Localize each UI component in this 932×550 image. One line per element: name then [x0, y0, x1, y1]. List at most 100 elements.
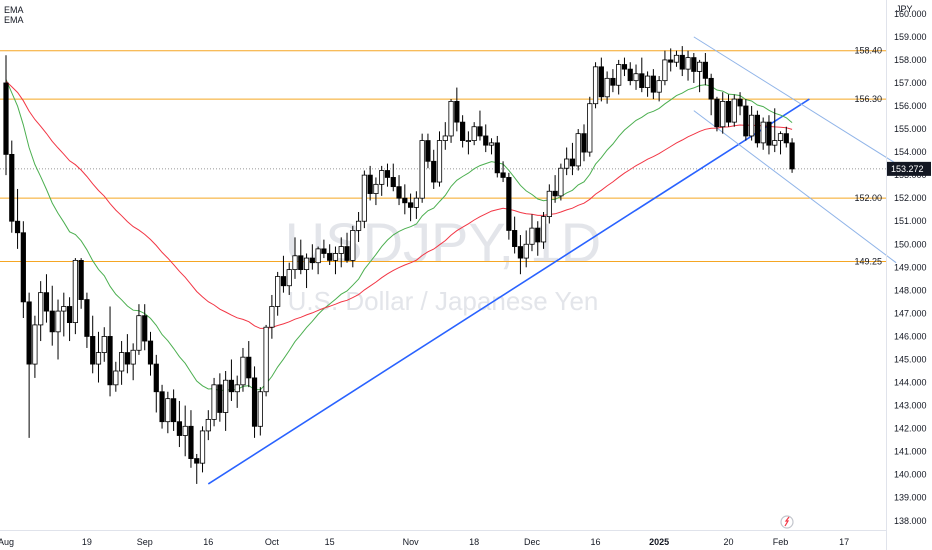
candle-body: [199, 430, 206, 464]
candle-body: [656, 80, 662, 93]
x-tick-label: 16: [203, 537, 213, 547]
drawings[interactable]: [207, 36, 897, 485]
candle-body: [147, 340, 154, 365]
candle: [546, 184, 552, 224]
candle: [136, 304, 142, 355]
candle-body: [396, 186, 402, 199]
candle-body: [119, 352, 125, 372]
candle-body: [211, 384, 217, 420]
y-tick-label: 145.000: [894, 354, 927, 364]
candle-body: [113, 370, 119, 386]
candle-body: [153, 363, 159, 393]
replay-icon[interactable]: [780, 515, 794, 529]
candle-body: [176, 421, 182, 436]
candle: [673, 50, 680, 67]
candle-body: [546, 190, 552, 218]
x-tick-label: 17: [839, 537, 849, 547]
candle: [72, 258, 78, 335]
candle: [552, 175, 558, 203]
candle-body: [95, 352, 102, 365]
candle: [656, 76, 662, 102]
candle: [275, 271, 281, 316]
candle: [633, 64, 639, 90]
candle-body: [327, 253, 333, 261]
candle: [223, 371, 229, 431]
candle-body: [737, 98, 743, 107]
horizontal-level-label: 152.00: [854, 193, 882, 203]
candle: [211, 377, 217, 427]
candle: [205, 410, 211, 441]
candle-body: [448, 100, 454, 137]
y-tick-label: 159.000: [894, 32, 927, 42]
candle-body: [303, 257, 310, 271]
time-axis[interactable]: Aug 19 Sep 16 Oct 15 Nov 18 Dec 16 2025 20 Feb 17: [0, 530, 886, 548]
candle-body: [708, 77, 714, 100]
candle-body: [644, 75, 651, 88]
x-tick-label: Sep: [137, 537, 153, 547]
y-tick-label: 155.000: [894, 124, 927, 134]
candle-body: [355, 220, 362, 231]
candle-body: [425, 140, 431, 162]
candle: [55, 299, 61, 360]
x-tick-label: Oct: [265, 537, 280, 547]
candle-body: [136, 315, 142, 351]
candle: [477, 110, 483, 141]
candle: [107, 306, 113, 397]
y-tick-label: 141.000: [894, 447, 927, 457]
candle-body: [275, 276, 281, 307]
candle-body: [269, 306, 275, 328]
candle: [454, 87, 460, 132]
x-tick-label: Dec: [524, 537, 541, 547]
x-tick-label: Aug: [0, 537, 14, 547]
candle-body: [379, 170, 385, 185]
candle-body: [390, 177, 396, 188]
candle-body: [754, 114, 761, 144]
candle: [147, 331, 154, 376]
candle-body: [402, 197, 408, 204]
candle-body: [749, 114, 755, 137]
legend-ema-fast[interactable]: EMA: [4, 5, 24, 15]
candle: [142, 304, 148, 351]
candle-body: [344, 246, 350, 261]
candle-body: [188, 425, 194, 459]
y-tick-label: 148.000: [894, 285, 927, 295]
candle: [165, 391, 171, 434]
candle: [280, 255, 287, 293]
candle: [766, 115, 772, 155]
candle-body: [616, 64, 622, 86]
candle: [581, 124, 587, 162]
candle: [743, 99, 749, 141]
candle-body: [66, 306, 73, 324]
candle: [697, 59, 703, 93]
legend-ema-slow[interactable]: EMA: [4, 15, 24, 25]
candle: [373, 177, 379, 206]
candle: [309, 244, 315, 270]
candle: [754, 110, 761, 148]
candle-body: [500, 172, 506, 178]
candle-body: [604, 77, 610, 98]
candle: [587, 96, 593, 157]
candle-body: [766, 121, 772, 146]
candle-body: [627, 68, 633, 82]
candle: [101, 327, 107, 362]
candle: [494, 135, 500, 178]
candle-body: [673, 54, 680, 63]
candle: [263, 324, 269, 397]
candle: [234, 375, 240, 408]
candle: [471, 122, 477, 146]
candle-body: [384, 170, 391, 178]
candle-body: [107, 336, 113, 386]
candle: [448, 99, 454, 143]
candle-body: [587, 103, 593, 153]
x-tick-label: Feb: [773, 537, 789, 547]
candle: [350, 225, 356, 268]
candle-body: [194, 458, 200, 464]
price-axis[interactable]: JPY 138.000 139.000 140.000 141.000 142.000 1…: [886, 0, 932, 550]
candle: [529, 214, 535, 252]
horizontal-level-label: 149.25: [854, 257, 882, 267]
candle-body: [610, 77, 616, 86]
candles[interactable]: [3, 46, 795, 484]
candle: [604, 71, 610, 104]
candle: [442, 122, 448, 150]
